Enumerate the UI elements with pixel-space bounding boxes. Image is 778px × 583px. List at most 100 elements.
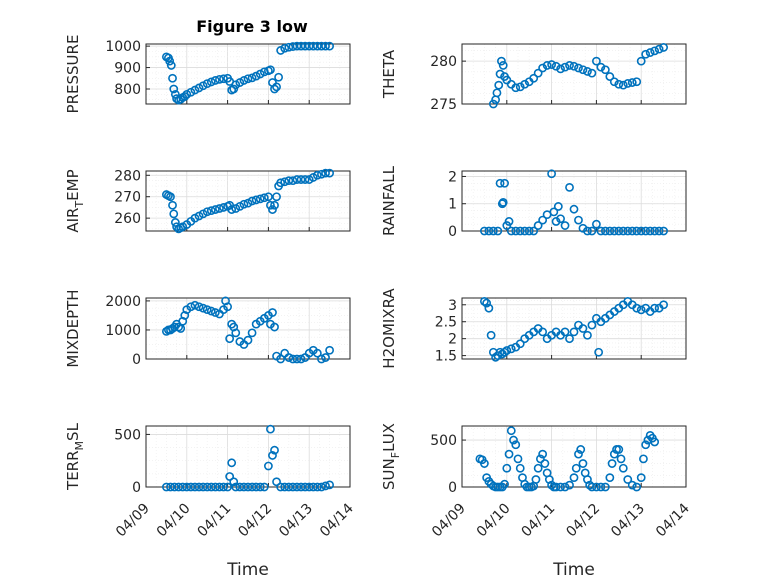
x-tick-label: 04/14	[317, 500, 357, 540]
data-point	[174, 482, 184, 492]
data-point	[284, 42, 294, 52]
data-point	[219, 482, 228, 492]
data-point	[255, 194, 265, 204]
data-point	[641, 226, 651, 236]
data-point	[235, 482, 245, 492]
data-point	[565, 480, 574, 490]
data-point	[645, 226, 655, 236]
data-point	[317, 354, 326, 364]
data-point	[500, 178, 509, 188]
data-point	[268, 451, 277, 460]
data-point	[623, 475, 633, 484]
data-point	[533, 221, 543, 230]
data-point	[506, 426, 516, 436]
data-point	[650, 303, 660, 313]
data-point	[325, 41, 334, 51]
data-point	[206, 206, 216, 216]
data-point	[632, 303, 642, 313]
y-tick-label: 280	[430, 54, 457, 70]
data-point	[605, 226, 615, 236]
data-point	[600, 65, 610, 75]
x-axis-label: Time	[552, 560, 595, 580]
data-point	[280, 482, 290, 492]
x-tick-label: 04/10	[474, 501, 514, 541]
y-axis-label: PRESSURE	[64, 35, 82, 114]
data-point	[321, 353, 330, 362]
data-point	[166, 482, 175, 492]
panel-air-temp: 260 270 280 AIRTEMP	[64, 168, 351, 234]
data-point	[304, 41, 314, 51]
data-point	[600, 482, 610, 492]
data-point	[576, 445, 586, 454]
x-tick-label: 04/10	[154, 501, 194, 541]
data-point	[556, 214, 565, 224]
y-axis-label: RAINFALL	[380, 165, 398, 236]
data-point	[636, 473, 646, 483]
x-tick-label: 04/12	[235, 501, 275, 541]
data-point	[292, 41, 302, 51]
data-point	[225, 472, 235, 481]
data-point	[325, 168, 334, 178]
panel-pressure: 800 900 1000 PRESSURE	[64, 35, 351, 114]
y-axis-label: TERRMSL	[64, 422, 86, 491]
axes-box	[461, 297, 687, 360]
data-point	[272, 192, 281, 202]
data-point	[247, 328, 257, 338]
data-point	[551, 482, 561, 492]
data-point	[607, 459, 617, 468]
data-point	[296, 482, 306, 492]
data-point	[215, 204, 224, 213]
data-point	[268, 308, 277, 317]
y-tick-label: 2	[448, 169, 457, 185]
data-point	[288, 354, 298, 364]
data-point	[533, 68, 543, 78]
x-tick-label: 04/09	[113, 501, 153, 541]
data-point	[486, 330, 496, 340]
data-point	[511, 226, 521, 236]
data-point	[321, 168, 330, 178]
data-point	[479, 459, 489, 468]
data-point	[272, 477, 281, 487]
data-point	[182, 482, 192, 492]
data-point	[494, 80, 504, 90]
panel-mixdepth: 0 1000 2000 MIXDEPTH	[64, 289, 351, 368]
data-point	[172, 222, 181, 232]
data-point	[547, 60, 556, 69]
y-tick-label: 1000	[105, 39, 141, 55]
y-tick-label: 500	[430, 433, 457, 449]
data-point	[565, 334, 574, 344]
data-point	[484, 226, 494, 236]
data-point	[308, 41, 318, 51]
data-point	[659, 226, 668, 236]
data-point	[194, 302, 204, 312]
y-tick-label: 260	[114, 211, 141, 227]
data-point	[627, 480, 637, 490]
data-point	[531, 475, 541, 484]
data-point	[569, 327, 579, 337]
data-point	[551, 61, 561, 71]
data-point	[560, 482, 570, 492]
axes-box	[461, 170, 687, 232]
data-point	[578, 324, 588, 333]
x-tick-label: 04/12	[563, 501, 603, 541]
data-point	[166, 192, 175, 202]
data-point	[312, 170, 322, 180]
data-point	[488, 99, 498, 109]
data-point	[202, 305, 212, 315]
data-point	[276, 178, 286, 188]
y-tick-label: 2000	[105, 294, 141, 310]
y-tick-label: 2.5	[435, 315, 457, 331]
y-tick-label: 3	[448, 298, 457, 314]
x-tick-label: 04/14	[653, 500, 693, 540]
data-point	[627, 226, 637, 236]
data-point	[247, 73, 257, 83]
data-point	[654, 226, 664, 236]
data-point	[533, 463, 543, 473]
data-point	[592, 219, 601, 229]
data-point	[239, 199, 249, 209]
data-point	[583, 226, 592, 236]
data-point	[317, 169, 326, 179]
data-point	[515, 463, 525, 473]
y-tick-label: 275	[430, 97, 457, 113]
data-point	[618, 226, 628, 236]
